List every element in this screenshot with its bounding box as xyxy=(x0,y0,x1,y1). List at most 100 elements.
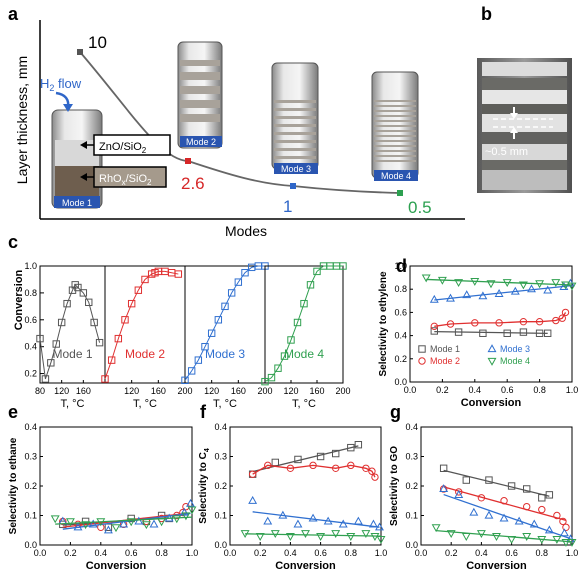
legend-label: Mode 3 xyxy=(500,344,530,354)
panel-d-ytick-label: 0.8 xyxy=(394,284,407,294)
panel-e-ytick-label: 0.4 xyxy=(24,422,37,432)
c-xtick-label: 160 xyxy=(76,386,91,396)
panel-e-point xyxy=(134,516,144,525)
panel-e-fit-line xyxy=(62,512,191,530)
panel-f-point xyxy=(316,452,325,461)
panel-e-xlabel: Conversion xyxy=(86,560,147,572)
mode-tag-1: Mode 1 xyxy=(62,198,92,208)
c-point xyxy=(306,281,315,289)
panel-e-xtick-label: 0.0 xyxy=(34,548,47,558)
panel-g-point xyxy=(514,516,524,525)
panel-f-point xyxy=(375,522,384,531)
panel-f-point xyxy=(316,533,326,541)
panel-e-point xyxy=(73,522,83,531)
panel-label-a: a xyxy=(8,4,19,24)
panel-g-point xyxy=(544,525,554,534)
c-xlabel: T, °C xyxy=(61,398,85,410)
panel-g-point xyxy=(462,476,471,484)
panel-f-point xyxy=(301,530,310,539)
panel-d-point xyxy=(430,327,439,335)
panel-d-point xyxy=(478,291,488,300)
panel-f-point xyxy=(278,510,288,519)
panel-d-fit-line xyxy=(434,285,571,301)
thickness-point-2 xyxy=(185,158,191,164)
c-ytick-label: 0.2 xyxy=(24,369,37,379)
panel-g-point xyxy=(446,530,456,539)
panel-g-point xyxy=(523,502,531,511)
panel-e-point xyxy=(81,521,91,530)
panel-g-xtick-label: 0.2 xyxy=(445,548,458,558)
c-point xyxy=(134,286,143,294)
c-point xyxy=(174,270,183,278)
panel-f-point xyxy=(331,530,341,539)
panel-d-point xyxy=(479,329,487,337)
panel-label-g: g xyxy=(390,402,401,422)
panel-e-xtick-label: 0.2 xyxy=(64,548,77,558)
panel-g-point xyxy=(484,510,494,519)
c-point xyxy=(85,298,93,307)
panel-d-point xyxy=(470,277,480,286)
c-point xyxy=(194,356,203,364)
panel-f-fit-line xyxy=(252,464,376,478)
panel-f-point xyxy=(323,516,333,525)
panel-e-fit-line xyxy=(55,516,193,525)
panel-d-fit-line xyxy=(434,312,567,327)
c-point xyxy=(121,316,129,324)
c-point xyxy=(300,299,308,308)
panel-a-axes xyxy=(39,20,465,220)
panel-g-fit-line xyxy=(443,469,550,497)
panel-f-fit-line xyxy=(245,533,382,537)
panel-g-point xyxy=(538,505,546,514)
panel-g-point xyxy=(538,494,546,502)
svg-text:H2 flow: H2 flow xyxy=(40,76,82,93)
panel-g-point xyxy=(431,524,441,533)
panel-d-plot: 0.0 0.2 0.4 0.6 0.8 1.0 0.0 0.2 0.4 0.6 0.8 1.0 Conv… xyxy=(378,261,578,409)
panel-e-point xyxy=(186,498,195,507)
c-point xyxy=(201,342,209,351)
panel-d-point xyxy=(518,281,528,290)
c-point xyxy=(267,373,276,382)
legend-marker xyxy=(418,345,426,353)
tube-mode-3: Mode 3 xyxy=(271,62,319,174)
panel-f-point xyxy=(347,461,355,470)
thickness-point-4 xyxy=(397,190,403,196)
panel-d-point xyxy=(502,279,512,288)
panel-f-point xyxy=(368,467,376,475)
c-point xyxy=(114,334,123,343)
panel-f-ytick-label: 0.0 xyxy=(214,540,227,550)
c-xtick-label: 80 xyxy=(35,386,45,396)
panel-g-point xyxy=(461,533,471,541)
panel-g-ytick-label: 0.3 xyxy=(405,452,418,462)
panel-d-point xyxy=(454,328,463,336)
panel-d-point xyxy=(429,294,439,303)
panel-c-ylabel: Conversion xyxy=(13,269,25,330)
panel-f-point xyxy=(271,458,280,467)
panel-g-point xyxy=(559,528,569,537)
panel-g-ytick-label: 0.4 xyxy=(405,422,418,432)
panel-f-point xyxy=(286,464,295,472)
panel-d-point xyxy=(519,317,528,326)
panel-g-xlabel: Conversion xyxy=(466,560,527,572)
panel-label-e: e xyxy=(8,402,18,422)
panel-g-point xyxy=(476,530,486,539)
c-mode-label: Mode 2 xyxy=(125,347,165,361)
panel-f-ytick-label: 0.1 xyxy=(214,511,227,521)
panel-f-point xyxy=(370,533,380,541)
panel-g-ytick-label: 0.2 xyxy=(405,481,418,491)
panel-d-ytick-label: 0.4 xyxy=(394,331,407,341)
panel-f-ylabel: Selectivity to C4 xyxy=(198,448,211,524)
panel-d-fit-line xyxy=(426,278,573,286)
c-ytick-label: 0.8 xyxy=(24,288,37,298)
panel-f-point xyxy=(240,530,250,539)
c-point xyxy=(221,302,229,311)
tube-mode-1: Mode 1 xyxy=(51,109,103,209)
c-xtick-label: 120 xyxy=(124,386,139,396)
panel-g-fit-line xyxy=(443,493,571,540)
panel-d-frame xyxy=(409,265,573,383)
panel-e-point xyxy=(149,519,159,528)
panel-g-point xyxy=(561,538,571,547)
thickness-label-1: 10 xyxy=(88,33,107,52)
panel-e-point xyxy=(50,515,60,524)
panel-f-ytick-label: 0.3 xyxy=(214,452,227,462)
